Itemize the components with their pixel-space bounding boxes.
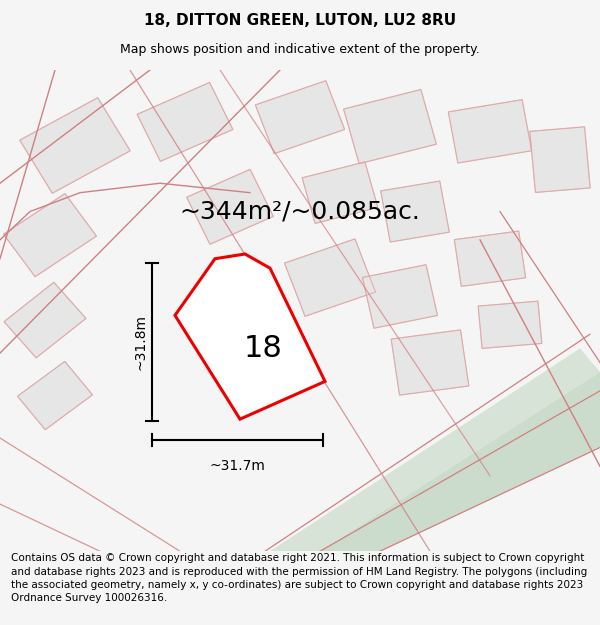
Polygon shape: [175, 254, 325, 419]
Polygon shape: [391, 330, 469, 395]
Text: Contains OS data © Crown copyright and database right 2021. This information is : Contains OS data © Crown copyright and d…: [11, 554, 587, 603]
Text: ~31.8m: ~31.8m: [133, 314, 147, 370]
Text: 18: 18: [244, 334, 283, 363]
Polygon shape: [362, 265, 437, 328]
Polygon shape: [380, 181, 449, 242]
Polygon shape: [137, 82, 233, 161]
Polygon shape: [256, 81, 344, 154]
Polygon shape: [284, 239, 376, 316]
Polygon shape: [17, 361, 92, 430]
Polygon shape: [344, 89, 436, 164]
Polygon shape: [478, 301, 542, 348]
Text: 18, DITTON GREEN, LUTON, LU2 8RU: 18, DITTON GREEN, LUTON, LU2 8RU: [144, 12, 456, 28]
Polygon shape: [187, 169, 274, 244]
Text: ~344m²/~0.085ac.: ~344m²/~0.085ac.: [179, 199, 421, 224]
Polygon shape: [530, 127, 590, 192]
Polygon shape: [270, 348, 600, 551]
Polygon shape: [20, 98, 130, 193]
Polygon shape: [4, 282, 86, 358]
Polygon shape: [4, 194, 97, 277]
Polygon shape: [454, 231, 526, 286]
Text: ~31.7m: ~31.7m: [209, 459, 265, 472]
Polygon shape: [448, 99, 532, 163]
Text: Map shows position and indicative extent of the property.: Map shows position and indicative extent…: [120, 43, 480, 56]
Polygon shape: [302, 162, 378, 223]
Polygon shape: [320, 372, 600, 551]
